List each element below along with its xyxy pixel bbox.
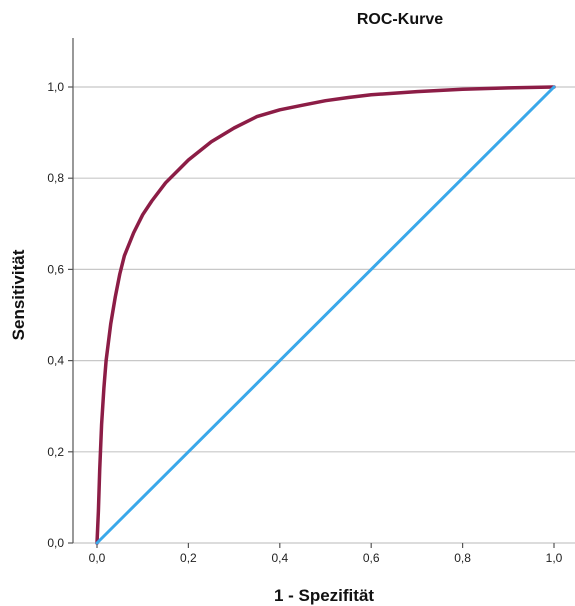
y-axis-label: Sensitivität (9, 249, 28, 340)
x-tick-label: 0,4 (271, 551, 288, 565)
y-tick-label: 0,4 (47, 354, 64, 368)
roc-curve-line (95, 85, 556, 545)
reference-diagonal-line (95, 85, 556, 545)
y-tick-label: 0,0 (47, 536, 64, 550)
x-tick-label: 1,0 (546, 551, 563, 565)
x-tick-label: 0,6 (363, 551, 380, 565)
y-tick-label: 1,0 (47, 80, 64, 94)
grid-lines (73, 86, 575, 544)
x-axis-label: 1 - Spezifität (274, 586, 374, 605)
x-tick-label: 0,8 (454, 551, 471, 565)
y-tick-label: 0,2 (47, 445, 64, 459)
x-tick-label: 0,2 (180, 551, 197, 565)
series-group (95, 85, 556, 545)
y-tick-label: 0,6 (47, 262, 64, 276)
y-axis-ticks: 0,0 0,2 0,4 0,6 0,8 1,0 (47, 80, 73, 550)
chart-title: ROC-Kurve (357, 11, 443, 28)
x-tick-label: 0,0 (89, 551, 106, 565)
x-axis-ticks: 0,0 0,2 0,4 0,6 0,8 1,0 (89, 543, 563, 565)
y-tick-label: 0,8 (47, 171, 64, 185)
